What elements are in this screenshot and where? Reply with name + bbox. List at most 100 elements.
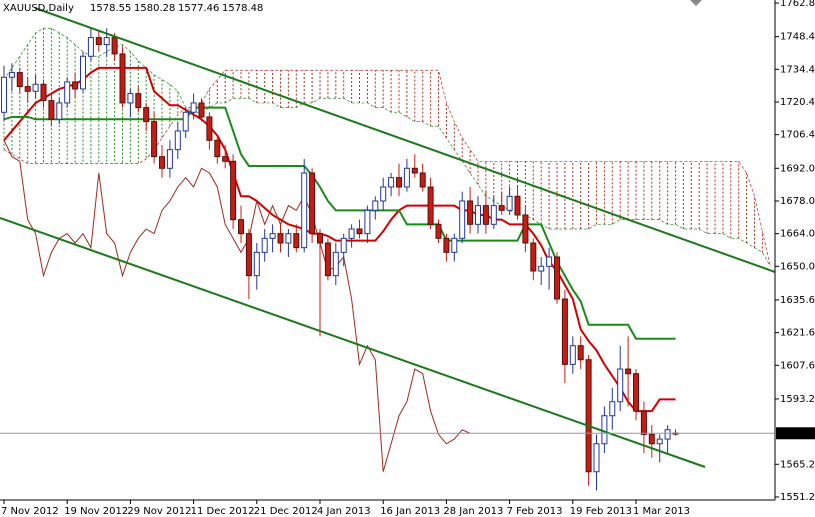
candle-body bbox=[490, 205, 497, 225]
candle-body bbox=[633, 373, 639, 412]
y-tick-label: 1734.40 bbox=[780, 64, 815, 75]
candle-body bbox=[514, 195, 521, 216]
candle-body bbox=[198, 102, 205, 118]
candle-body bbox=[656, 438, 663, 445]
candle-body bbox=[8, 72, 15, 78]
candle-body bbox=[443, 237, 450, 253]
candle-body bbox=[561, 298, 568, 365]
candle-body bbox=[530, 242, 537, 272]
candle-body bbox=[48, 100, 55, 120]
y-tick-label: 1720.40 bbox=[780, 97, 815, 108]
y-tick-label: 1748.40 bbox=[780, 32, 815, 43]
candle-body bbox=[301, 172, 308, 249]
candle-body bbox=[506, 195, 513, 211]
y-tick-label: 1664.00 bbox=[780, 229, 815, 240]
y-tick-label: 1565.20 bbox=[780, 459, 815, 470]
candle-body bbox=[317, 233, 323, 244]
indicator-line bbox=[3, 106, 676, 340]
trend-lines bbox=[0, 7, 775, 468]
header-high: 1580.28 bbox=[134, 3, 175, 14]
candle-body bbox=[348, 228, 355, 239]
candle-body bbox=[111, 37, 118, 55]
y-tick-label: 1551.20 bbox=[780, 492, 815, 503]
candle-body bbox=[332, 251, 339, 277]
candle-body bbox=[451, 237, 458, 253]
candle-body bbox=[87, 37, 94, 57]
candle-body bbox=[577, 345, 584, 361]
price-label: 1578.48 bbox=[779, 428, 815, 439]
candle-body bbox=[238, 219, 244, 235]
candle-body bbox=[309, 172, 316, 235]
candle-body bbox=[24, 86, 31, 92]
candle-body bbox=[617, 368, 624, 403]
candle-body bbox=[64, 81, 71, 104]
candle-body bbox=[174, 130, 181, 151]
candle-body bbox=[396, 177, 402, 188]
x-tick-label: 28 Jan 2013 bbox=[443, 506, 503, 517]
candle-body bbox=[151, 121, 158, 158]
candle-body bbox=[72, 81, 79, 90]
header-close: 1578.48 bbox=[222, 3, 263, 14]
cloud-edge bbox=[3, 69, 771, 267]
candle-body bbox=[166, 149, 173, 169]
x-tick-label: 11 Dec 2012 bbox=[191, 506, 255, 517]
candle-body bbox=[159, 156, 165, 169]
candle-body bbox=[16, 72, 23, 88]
candle-body bbox=[435, 223, 442, 239]
candle-body bbox=[601, 415, 608, 445]
x-tick-label: 21 Dec 2012 bbox=[254, 506, 318, 517]
candle-body bbox=[277, 233, 284, 244]
indicator-line bbox=[3, 66, 676, 413]
candle-body bbox=[127, 93, 134, 104]
candle-body bbox=[538, 265, 545, 272]
candle-body bbox=[1, 76, 7, 113]
candle-body bbox=[364, 209, 371, 235]
y-tick-label: 1678.00 bbox=[780, 196, 815, 207]
candle-body bbox=[206, 116, 213, 141]
header-low: 1577.46 bbox=[178, 3, 219, 14]
candle-body bbox=[498, 205, 505, 211]
x-tick-label: 19 Feb 2013 bbox=[570, 506, 632, 517]
candle-body bbox=[190, 102, 197, 113]
candle-body bbox=[56, 102, 63, 120]
candle-body bbox=[467, 200, 474, 225]
x-tick-label: 1 Mar 2013 bbox=[633, 506, 690, 517]
y-tick-label: 1706.40 bbox=[780, 130, 815, 141]
y-tick-label: 1635.60 bbox=[780, 295, 815, 306]
candle-body bbox=[261, 237, 268, 253]
candle-body bbox=[103, 37, 110, 46]
candle-body bbox=[625, 368, 632, 375]
candle-body bbox=[388, 177, 395, 188]
trend-line bbox=[0, 217, 706, 468]
candle-body bbox=[80, 55, 86, 90]
candle-body bbox=[340, 237, 347, 253]
candle-body bbox=[554, 256, 560, 300]
y-tick-label: 1593.20 bbox=[780, 394, 815, 405]
candle-body bbox=[482, 205, 489, 225]
candle-body bbox=[380, 186, 387, 202]
x-tick-label: 19 Nov 2012 bbox=[64, 506, 128, 517]
candle-body bbox=[459, 200, 466, 239]
candle-body bbox=[253, 251, 260, 277]
candle-body bbox=[585, 359, 592, 473]
x-tick-label: 7 Feb 2013 bbox=[507, 506, 563, 517]
y-tick-label: 1607.60 bbox=[780, 360, 815, 371]
candle-body bbox=[372, 200, 379, 211]
plot-area bbox=[1, 27, 771, 491]
price-box bbox=[776, 427, 815, 440]
trend-line bbox=[34, 7, 775, 273]
candle-body bbox=[427, 186, 434, 225]
candle-body bbox=[230, 160, 237, 221]
candle-body bbox=[640, 410, 647, 435]
candle-body bbox=[546, 256, 553, 267]
candle-body bbox=[32, 83, 39, 92]
candle-body bbox=[119, 53, 126, 104]
candle-body bbox=[475, 205, 481, 225]
candle-body bbox=[293, 233, 300, 249]
candle-body bbox=[143, 107, 150, 123]
cloud-edge bbox=[3, 27, 771, 267]
candle-body bbox=[419, 172, 426, 188]
